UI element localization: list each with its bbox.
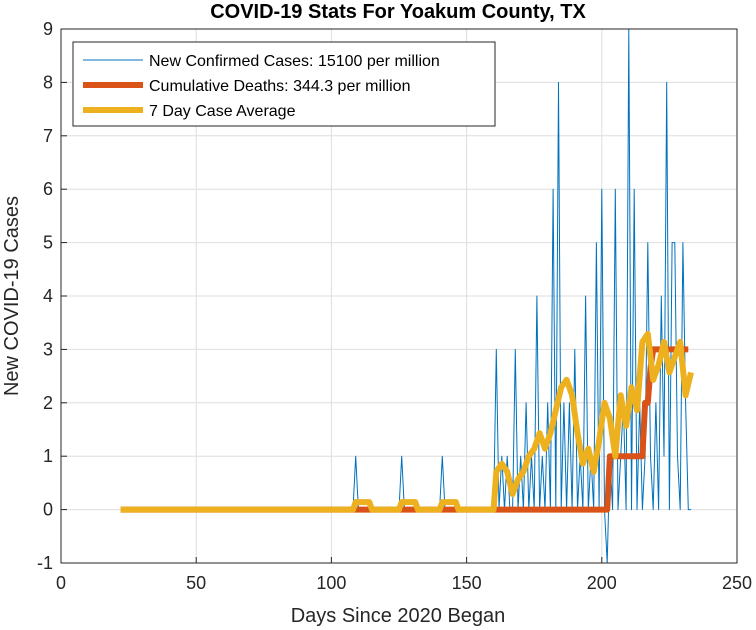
x-tick-label: 250	[722, 573, 752, 593]
y-axis-label: New COVID-19 Cases	[1, 196, 23, 396]
x-tick-label: 0	[56, 573, 66, 593]
y-tick-label: 6	[43, 179, 53, 199]
y-tick-label: 1	[43, 446, 53, 466]
y-tick-label: 8	[43, 72, 53, 92]
series-lines	[120, 28, 694, 564]
x-tick-label: 200	[587, 573, 617, 593]
legend-label-deaths: Cumulative Deaths: 344.3 per million	[149, 78, 410, 95]
y-tick-label: 2	[43, 393, 53, 413]
legend-label-7day-average: 7 Day Case Average	[149, 103, 296, 120]
y-tick-label: 9	[43, 19, 53, 39]
y-tick-label: -1	[37, 553, 53, 573]
y-tick-label: 3	[43, 339, 53, 359]
legend: New Confirmed Cases: 15100 per million C…	[72, 41, 496, 127]
y-tick-label: 5	[43, 233, 53, 253]
series-line-7day-average	[120, 330, 694, 513]
legend-label-new-cases: New Confirmed Cases: 15100 per million	[149, 53, 440, 70]
x-axis-label: Days Since 2020 Began	[291, 605, 506, 627]
x-tick-label: 150	[452, 573, 482, 593]
y-tick-label: 4	[43, 286, 53, 306]
x-tick-label: 100	[316, 573, 346, 593]
y-tick-label: 0	[43, 500, 53, 520]
chart-title: COVID-19 Stats For Yoakum County, TX	[210, 1, 586, 23]
y-tick-label: 7	[43, 126, 53, 146]
legend-box	[72, 41, 496, 127]
x-tick-label: 50	[186, 573, 206, 593]
series-line-new-cases	[120, 28, 691, 564]
